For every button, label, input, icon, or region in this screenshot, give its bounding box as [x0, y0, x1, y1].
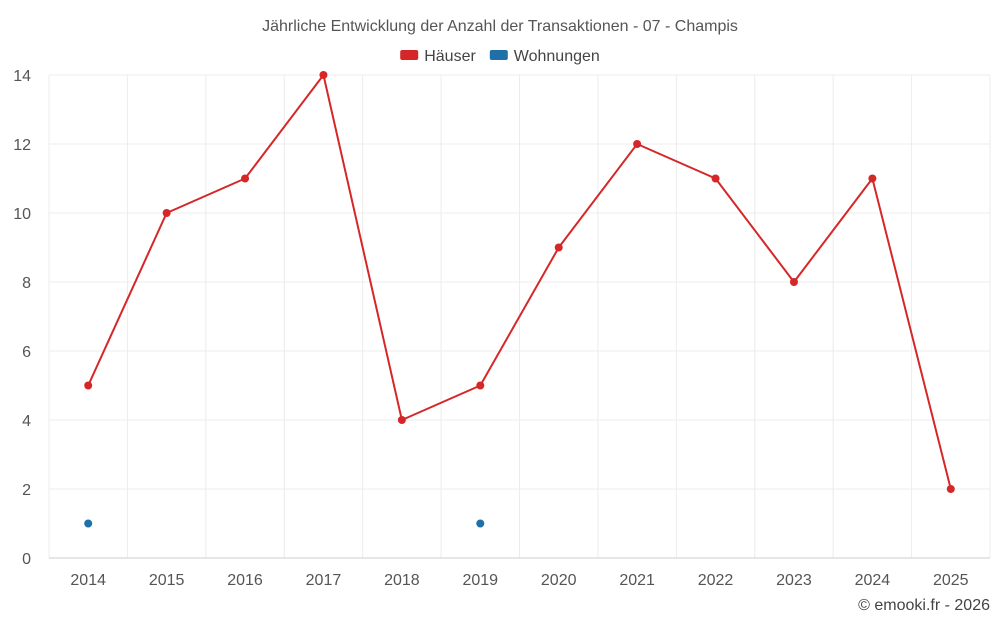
legend-item[interactable]: Häuser	[400, 48, 476, 65]
chart-title: Jährliche Entwicklung der Anzahl der Tra…	[262, 18, 738, 35]
plot-area	[84, 71, 955, 528]
x-tick-label: 2023	[776, 572, 812, 589]
y-tick-label: 2	[22, 482, 31, 499]
y-tick-label: 4	[22, 413, 31, 430]
y-tick-label: 0	[22, 551, 31, 568]
x-tick-label: 2022	[698, 572, 734, 589]
x-tick-label: 2024	[855, 572, 891, 589]
credit-text: © emooki.fr - 2026	[858, 597, 990, 614]
legend-swatch	[400, 50, 419, 60]
y-tick-label: 10	[13, 206, 31, 223]
data-point[interactable]	[476, 381, 485, 390]
x-tick-label: 2016	[227, 572, 263, 589]
x-tick-label: 2019	[462, 572, 498, 589]
y-tick-label: 14	[13, 68, 31, 85]
data-point[interactable]	[476, 519, 485, 528]
series-1	[84, 519, 485, 528]
series-line	[87, 74, 952, 490]
data-point[interactable]	[633, 140, 642, 148]
data-point[interactable]	[241, 174, 250, 183]
data-point[interactable]	[868, 174, 877, 183]
legend-item[interactable]: Wohnungen	[489, 48, 600, 65]
legend[interactable]: Häuser Wohnungen	[400, 48, 600, 65]
data-point[interactable]	[162, 209, 171, 217]
data-point[interactable]	[711, 174, 720, 183]
legend-swatch	[489, 50, 508, 60]
x-tick-label: 2014	[70, 572, 106, 589]
x-tick-label: 2017	[306, 572, 342, 589]
data-point[interactable]	[397, 416, 406, 424]
data-point[interactable]	[84, 519, 93, 528]
data-point[interactable]	[319, 71, 328, 79]
x-tick-label: 2021	[619, 572, 655, 589]
series-0	[84, 71, 955, 493]
data-point[interactable]	[84, 381, 93, 390]
x-tick-label: 2025	[933, 572, 969, 589]
data-point[interactable]	[554, 243, 563, 252]
legend-label: Häuser	[424, 48, 476, 65]
data-point[interactable]	[789, 278, 798, 286]
legend-label: Wohnungen	[514, 48, 600, 65]
x-tick-label: 2015	[149, 572, 185, 589]
x-axis: 2014 2015 2016 2017 2018 2019 2020 2021 2022 2023…	[49, 557, 990, 589]
y-tick-label: 12	[13, 137, 31, 154]
x-tick-label: 2020	[541, 572, 577, 589]
y-tick-label: 8	[22, 275, 31, 292]
y-tick-label: 6	[22, 344, 31, 361]
data-point[interactable]	[946, 485, 955, 493]
x-tick-label: 2018	[384, 572, 420, 589]
y-axis: 0 2 4 6 8 10 12 14	[13, 68, 31, 568]
grid	[48, 74, 991, 558]
